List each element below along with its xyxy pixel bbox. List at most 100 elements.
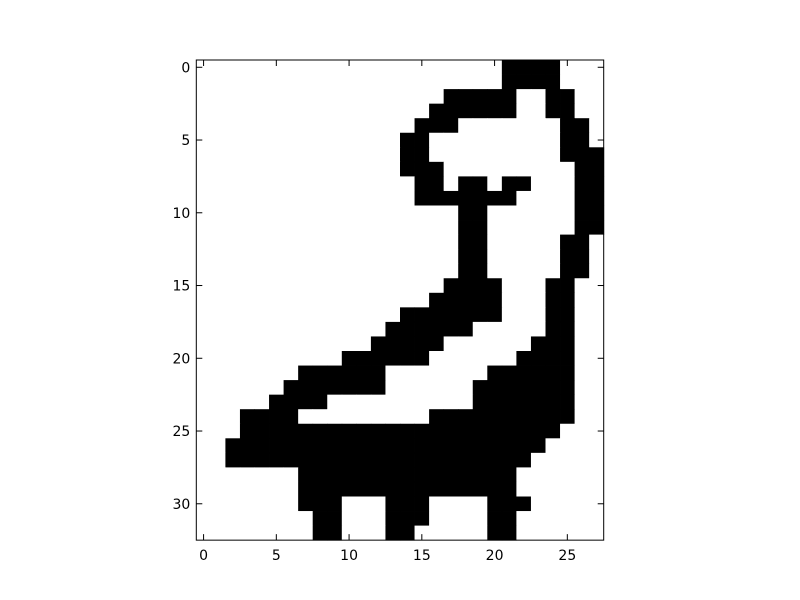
heatmap-cell (530, 161, 546, 177)
heatmap-cell (370, 205, 386, 221)
heatmap-cell (458, 89, 474, 105)
heatmap-cell (283, 103, 299, 119)
heatmap-cell (501, 132, 517, 148)
heatmap-cell (501, 409, 517, 425)
heatmap-cell (414, 60, 430, 75)
heatmap-cell (356, 452, 372, 468)
heatmap-cell (254, 263, 270, 279)
heatmap-cell (545, 452, 561, 468)
heatmap-cell (254, 438, 270, 454)
heatmap-cell (458, 409, 474, 425)
heatmap-cell (429, 467, 445, 483)
heatmap-cell (327, 249, 343, 265)
heatmap-cell (400, 409, 415, 425)
heatmap-cell (472, 220, 488, 235)
heatmap-cell (225, 496, 241, 512)
heatmap-cell (370, 380, 386, 396)
heatmap-cell (385, 525, 401, 541)
heatmap-cell (225, 234, 241, 250)
heatmap-cell (356, 89, 372, 105)
heatmap-cell (370, 263, 386, 279)
heatmap-cell (487, 336, 503, 352)
heatmap-cell (239, 438, 255, 454)
heatmap-cell (283, 481, 299, 497)
heatmap-cell (530, 234, 546, 250)
heatmap-cell (254, 511, 270, 526)
heatmap-cell (516, 176, 532, 192)
heatmap-cell (501, 263, 517, 279)
heatmap-cell (356, 103, 372, 119)
heatmap-cell (501, 74, 517, 90)
heatmap-cell (239, 278, 255, 294)
heatmap-cell (385, 351, 401, 366)
heatmap-cell (269, 234, 284, 250)
heatmap-cell (516, 89, 532, 105)
heatmap-cell (414, 205, 430, 221)
heatmap-cell (327, 190, 343, 206)
heatmap-cell (225, 307, 241, 323)
heatmap-cell (283, 467, 299, 483)
heatmap-cell (196, 409, 212, 425)
heatmap-cell (327, 452, 343, 468)
heatmap-cell (560, 118, 575, 134)
heatmap-cell (341, 89, 357, 105)
heatmap-cell (487, 438, 503, 454)
heatmap-cell (327, 74, 343, 90)
heatmap-cell (341, 205, 357, 221)
heatmap-cell (516, 205, 532, 221)
heatmap-cell (429, 438, 445, 454)
heatmap-cell (312, 511, 328, 526)
heatmap-cell (356, 278, 372, 294)
heatmap-cell (254, 409, 270, 425)
heatmap-cell (298, 161, 314, 177)
heatmap-cell (516, 525, 532, 541)
heatmap-cell (545, 205, 561, 221)
heatmap-cell (487, 423, 503, 439)
heatmap-cell (385, 409, 401, 425)
heatmap-cell (400, 278, 415, 294)
heatmap-cell (589, 365, 605, 381)
heatmap-cell (560, 263, 575, 279)
heatmap-cell (341, 249, 357, 265)
heatmap-cell (472, 481, 488, 497)
heatmap-cell (239, 481, 255, 497)
heatmap-cell (443, 496, 459, 512)
heatmap-cell (487, 176, 503, 192)
heatmap-cell (472, 525, 488, 541)
heatmap-cell (196, 176, 212, 192)
heatmap-cell (560, 496, 575, 512)
heatmap-cell (400, 263, 415, 279)
heatmap-cell (443, 263, 459, 279)
heatmap-cell (298, 481, 314, 497)
heatmap-cell (472, 467, 488, 483)
heatmap-cell (298, 365, 314, 381)
heatmap-cell (312, 409, 328, 425)
heatmap-cell (516, 220, 532, 235)
heatmap-cell (385, 176, 401, 192)
heatmap-cell (589, 423, 605, 439)
heatmap-cell (545, 60, 561, 75)
heatmap-cell (516, 336, 532, 352)
heatmap-cell (239, 118, 255, 134)
heatmap-cell (443, 89, 459, 105)
heatmap-cell (400, 89, 415, 105)
heatmap-cell (414, 278, 430, 294)
heatmap-cell (312, 423, 328, 439)
heatmap-cell (400, 452, 415, 468)
heatmap-cell (400, 176, 415, 192)
heatmap-cell (516, 438, 532, 454)
heatmap-cell (341, 525, 357, 541)
heatmap-cell (341, 278, 357, 294)
heatmap-cell (429, 351, 445, 366)
heatmap-cell (196, 525, 212, 541)
heatmap-cell (400, 249, 415, 265)
heatmap-cell (298, 89, 314, 105)
heatmap-cell (530, 423, 546, 439)
heatmap-cell (458, 511, 474, 526)
heatmap-cell (341, 176, 357, 192)
heatmap-cell (560, 220, 575, 235)
heatmap-cell (385, 118, 401, 134)
heatmap-cell (501, 423, 517, 439)
heatmap-cell (574, 321, 590, 337)
heatmap-cell (283, 380, 299, 396)
